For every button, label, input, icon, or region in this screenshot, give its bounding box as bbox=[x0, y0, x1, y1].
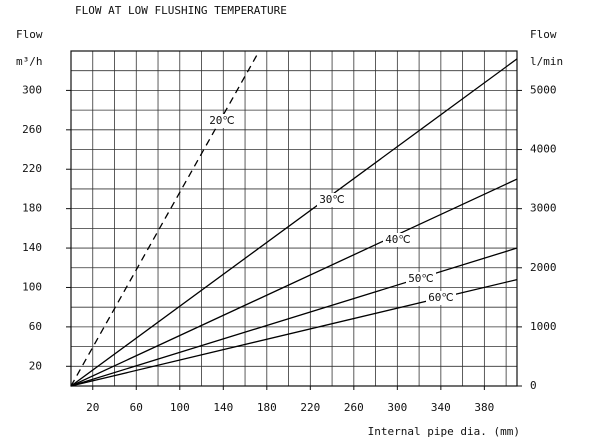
y2-tick-label: 3000 bbox=[530, 202, 557, 215]
x-tick-label: 300 bbox=[387, 401, 407, 414]
x-tick-label: 260 bbox=[344, 401, 364, 414]
series-label: 50℃ bbox=[408, 272, 434, 285]
series-line bbox=[70, 50, 260, 387]
x-tick-label: 180 bbox=[257, 401, 277, 414]
label-background bbox=[207, 114, 237, 128]
y2-axis-label: Flow bbox=[530, 28, 557, 41]
series-label: 30℃ bbox=[319, 193, 345, 206]
y-tick-label: 260 bbox=[22, 123, 42, 136]
x-tick-label: 340 bbox=[431, 401, 451, 414]
y2-tick-label: 5000 bbox=[530, 83, 557, 96]
series-line bbox=[70, 178, 518, 387]
series-line bbox=[70, 247, 518, 387]
series-label: 20℃ bbox=[209, 114, 235, 127]
label-background bbox=[383, 233, 413, 247]
x-tick-label: 100 bbox=[170, 401, 190, 414]
label-background bbox=[426, 291, 456, 305]
x-tick-label: 20 bbox=[86, 401, 99, 414]
y-tick-label: 220 bbox=[22, 162, 42, 175]
y-axis-unit: m³/h bbox=[16, 55, 43, 68]
y2-tick-label: 1000 bbox=[530, 320, 557, 333]
y2-tick-label: 2000 bbox=[530, 261, 557, 274]
y2-axis-unit: l/min bbox=[530, 55, 563, 68]
series-line bbox=[70, 58, 518, 387]
x-tick-label: 60 bbox=[130, 401, 143, 414]
y-tick-label: 300 bbox=[22, 83, 42, 96]
y-tick-label: 180 bbox=[22, 202, 42, 215]
y-axis-label: Flow bbox=[16, 28, 43, 41]
y2-tick-label: 0 bbox=[530, 379, 537, 392]
x-axis-label: Internal pipe dia. (mm) bbox=[368, 425, 520, 438]
y-tick-label: 60 bbox=[29, 320, 42, 333]
y-tick-label: 100 bbox=[22, 280, 42, 293]
y-tick-label: 140 bbox=[22, 241, 42, 254]
chart-title: FLOW AT LOW FLUSHING TEMPERATURE bbox=[75, 4, 287, 17]
x-tick-label: 380 bbox=[474, 401, 494, 414]
series-label: 40℃ bbox=[385, 233, 411, 246]
series-label: 60℃ bbox=[428, 291, 454, 304]
y2-tick-label: 4000 bbox=[530, 143, 557, 156]
x-tick-label: 140 bbox=[213, 401, 233, 414]
y-tick-label: 20 bbox=[29, 359, 42, 372]
plot-frame bbox=[70, 50, 518, 387]
label-background bbox=[406, 272, 436, 286]
x-tick-label: 220 bbox=[300, 401, 320, 414]
label-background bbox=[317, 193, 347, 207]
